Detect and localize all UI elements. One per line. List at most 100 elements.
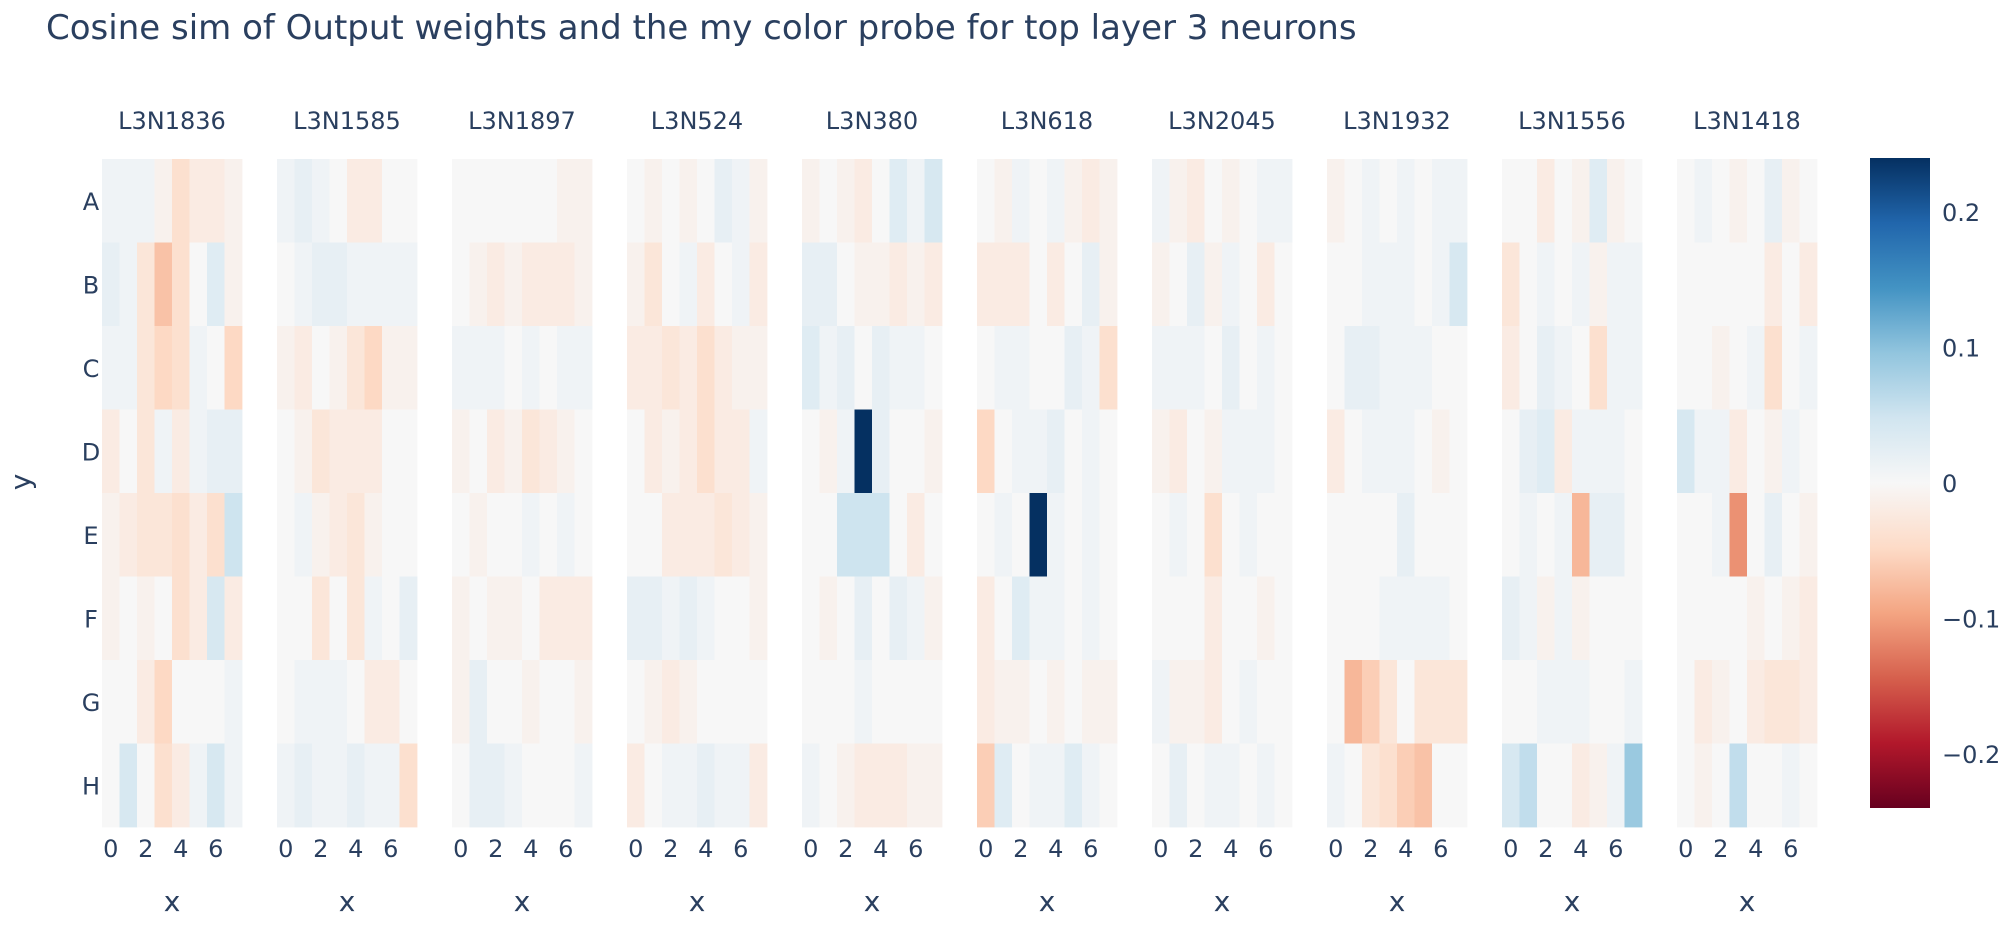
heatmap-panel: L3N1585 0 2 4 6x (277, 107, 418, 918)
heatmap-cell (1712, 159, 1730, 243)
heatmap-cell (907, 493, 925, 577)
heatmap-cell (1012, 409, 1030, 494)
heatmap-cell (172, 660, 190, 744)
heatmap-cell (557, 159, 575, 243)
heatmap-cell (994, 159, 1013, 243)
chart-title: Cosine sim of Output weights and the my … (46, 8, 1357, 48)
heatmap-cell (347, 493, 365, 577)
heatmap-cell (1187, 159, 1205, 243)
heatmap-cell (277, 660, 295, 744)
heatmap-cell (1519, 576, 1538, 661)
heatmap-cell (1327, 743, 1345, 828)
heatmap-cell (1257, 660, 1275, 744)
heatmap-cell (504, 409, 523, 494)
heatmap-cell (732, 576, 750, 661)
heatmap-cell (819, 576, 838, 661)
heatmap-cell (1327, 326, 1345, 410)
x-tick-label: 2 (1013, 835, 1028, 863)
heatmap-cell (1362, 660, 1380, 744)
heatmap-cell (977, 660, 995, 744)
heatmap-cell (872, 242, 890, 327)
heatmap-cell (732, 242, 750, 327)
heatmap-cell (662, 409, 680, 494)
y-tick-label: C (83, 355, 100, 383)
heatmap-cell (679, 326, 698, 410)
heatmap-cell (679, 576, 698, 661)
heatmap-cell (1694, 242, 1713, 327)
heatmap-cell (1204, 409, 1223, 494)
heatmap-cell (1677, 409, 1695, 494)
heatmap-cell (1239, 409, 1258, 494)
heatmap-cell (347, 576, 365, 661)
heatmap-cell (1537, 242, 1555, 327)
heatmap-cell (679, 493, 698, 577)
heatmap-cell (1082, 159, 1100, 243)
heatmap-cell (382, 326, 400, 410)
heatmap-cell (1747, 493, 1765, 577)
heatmap-cell (347, 159, 365, 243)
heatmap-cell (1099, 159, 1118, 243)
heatmap-cell (697, 743, 715, 828)
heatmap-cell (364, 242, 383, 327)
heatmap-cell (154, 493, 173, 577)
heatmap-cell (1607, 409, 1625, 494)
heatmap-cell (574, 159, 593, 243)
heatmap-cell (819, 743, 838, 828)
x-tick-label: 0 (278, 835, 293, 863)
x-tick-label: 6 (1083, 835, 1098, 863)
panel-title: L3N1897 (468, 107, 576, 135)
heatmap-cell (1432, 576, 1450, 661)
heatmap-cell (679, 660, 698, 744)
heatmap-cell (1344, 159, 1363, 243)
heatmap-cell (224, 660, 243, 744)
heatmap-cell (1362, 242, 1380, 327)
heatmap-cell (1449, 493, 1468, 577)
heatmap-cell (1572, 159, 1590, 243)
heatmap-cell (224, 409, 243, 494)
heatmap-cell (399, 242, 418, 327)
heatmap-cell (1607, 493, 1625, 577)
heatmap-cell (994, 326, 1013, 410)
heatmap-cell (1554, 242, 1573, 327)
heatmap-cell (1169, 242, 1188, 327)
heatmap-cell (1082, 326, 1100, 410)
heatmap-cell (1222, 743, 1240, 828)
heatmap-cell (382, 409, 400, 494)
heatmap-cell (399, 493, 418, 577)
heatmap-cell (522, 409, 540, 494)
panel-title: L3N2045 (1168, 107, 1276, 135)
heatmap-cell (1519, 326, 1538, 410)
heatmap-cell (102, 409, 120, 494)
heatmap-cell (749, 326, 768, 410)
heatmap-cell (1397, 242, 1415, 327)
heatmap-cell (1082, 576, 1100, 661)
heatmap-cell (1397, 159, 1415, 243)
heatmap-cell (347, 242, 365, 327)
heatmap-cell (907, 159, 925, 243)
heatmap-cell (452, 576, 470, 661)
x-tick-label: 6 (1433, 835, 1448, 863)
heatmap-cell (1257, 576, 1275, 661)
heatmap-cell (1274, 242, 1293, 327)
heatmap-cell (1729, 493, 1748, 577)
heatmap-cell (154, 743, 173, 828)
heatmap-cell (487, 576, 505, 661)
colorbar-scale (1870, 158, 1930, 808)
x-tick-label: 0 (1153, 835, 1168, 863)
heatmap-cell (1799, 159, 1818, 243)
heatmap-cell (1344, 660, 1363, 744)
heatmap-cell (1799, 493, 1818, 577)
heatmap-cell (819, 409, 838, 494)
heatmap-cell (1099, 576, 1118, 661)
heatmap-cell (347, 660, 365, 744)
heatmap-cell (1169, 326, 1188, 410)
heatmap-cell (452, 743, 470, 828)
heatmap-cell (1327, 576, 1345, 661)
colorbar-tick-label: 0 (1942, 470, 1957, 498)
heatmap-cell (1187, 660, 1205, 744)
heatmap-cell (1729, 409, 1748, 494)
heatmap-cell (1414, 493, 1433, 577)
heatmap-cell (207, 743, 225, 828)
heatmap-cell (1047, 159, 1065, 243)
